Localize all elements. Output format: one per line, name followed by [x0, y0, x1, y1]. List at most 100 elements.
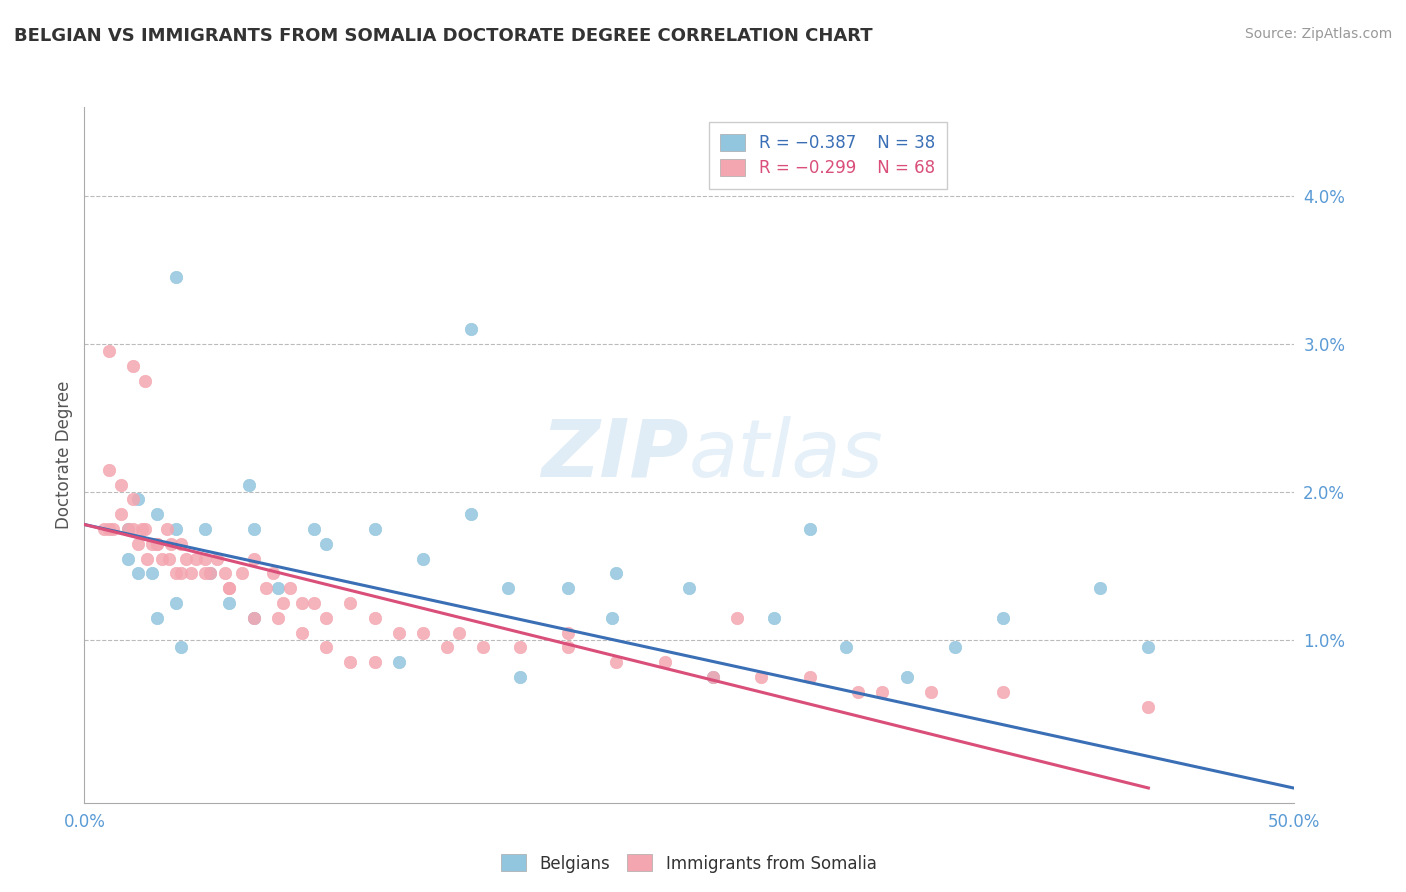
- Point: [231, 566, 253, 581]
- Point: [97, 463, 120, 477]
- Point: [97, 522, 120, 536]
- Point: [271, 596, 294, 610]
- Point: [262, 566, 284, 581]
- Point: [127, 492, 149, 507]
- Point: [194, 522, 217, 536]
- Point: [157, 551, 180, 566]
- Point: [1137, 699, 1160, 714]
- Point: [150, 551, 173, 566]
- Point: [509, 640, 531, 655]
- Point: [155, 522, 177, 536]
- Text: ZIP: ZIP: [541, 416, 689, 494]
- Point: [141, 566, 163, 581]
- Point: [605, 655, 627, 669]
- Point: [725, 611, 748, 625]
- Point: [194, 551, 217, 566]
- Point: [339, 655, 361, 669]
- Point: [165, 522, 187, 536]
- Point: [302, 596, 325, 610]
- Point: [702, 670, 724, 684]
- Point: [121, 492, 143, 507]
- Point: [117, 522, 139, 536]
- Point: [146, 611, 169, 625]
- Point: [1137, 640, 1160, 655]
- Point: [762, 611, 785, 625]
- Point: [165, 596, 187, 610]
- Point: [605, 566, 627, 581]
- Point: [165, 270, 187, 285]
- Point: [751, 670, 773, 684]
- Point: [896, 670, 918, 684]
- Point: [678, 581, 700, 595]
- Point: [121, 522, 143, 536]
- Point: [110, 507, 132, 521]
- Point: [110, 477, 132, 491]
- Point: [460, 322, 482, 336]
- Point: [363, 611, 385, 625]
- Point: [267, 581, 290, 595]
- Point: [654, 655, 676, 669]
- Point: [557, 640, 579, 655]
- Legend: Belgians, Immigrants from Somalia: Belgians, Immigrants from Somalia: [495, 847, 883, 880]
- Point: [835, 640, 858, 655]
- Point: [170, 537, 193, 551]
- Point: [198, 566, 221, 581]
- Point: [242, 551, 264, 566]
- Point: [291, 625, 314, 640]
- Point: [267, 611, 290, 625]
- Text: BELGIAN VS IMMIGRANTS FROM SOMALIA DOCTORATE DEGREE CORRELATION CHART: BELGIAN VS IMMIGRANTS FROM SOMALIA DOCTO…: [14, 27, 873, 45]
- Point: [117, 522, 139, 536]
- Point: [872, 685, 894, 699]
- Point: [207, 551, 229, 566]
- Point: [291, 596, 314, 610]
- Point: [127, 566, 149, 581]
- Point: [180, 566, 202, 581]
- Point: [218, 581, 240, 595]
- Point: [363, 522, 385, 536]
- Point: [218, 581, 240, 595]
- Point: [242, 611, 264, 625]
- Point: [943, 640, 966, 655]
- Point: [315, 611, 337, 625]
- Point: [184, 551, 207, 566]
- Point: [412, 551, 434, 566]
- Point: [600, 611, 623, 625]
- Point: [302, 522, 325, 536]
- Point: [117, 551, 139, 566]
- Point: [799, 670, 821, 684]
- Point: [496, 581, 519, 595]
- Point: [242, 522, 264, 536]
- Point: [127, 537, 149, 551]
- Point: [238, 477, 260, 491]
- Point: [472, 640, 495, 655]
- Point: [146, 537, 169, 551]
- Point: [97, 344, 120, 359]
- Point: [278, 581, 301, 595]
- Point: [388, 625, 411, 640]
- Text: Source: ZipAtlas.com: Source: ZipAtlas.com: [1244, 27, 1392, 41]
- Point: [412, 625, 434, 640]
- Point: [218, 596, 240, 610]
- Point: [121, 359, 143, 373]
- Point: [165, 566, 187, 581]
- Point: [146, 507, 169, 521]
- Point: [846, 685, 869, 699]
- Point: [436, 640, 458, 655]
- Y-axis label: Doctorate Degree: Doctorate Degree: [55, 381, 73, 529]
- Point: [509, 670, 531, 684]
- Point: [134, 522, 156, 536]
- Point: [460, 507, 482, 521]
- Point: [339, 596, 361, 610]
- Point: [315, 537, 337, 551]
- Point: [242, 611, 264, 625]
- Point: [194, 566, 217, 581]
- Point: [702, 670, 724, 684]
- Point: [174, 551, 197, 566]
- Point: [388, 655, 411, 669]
- Point: [198, 566, 221, 581]
- Point: [993, 611, 1015, 625]
- Point: [160, 537, 183, 551]
- Point: [170, 566, 193, 581]
- Point: [799, 522, 821, 536]
- Point: [557, 625, 579, 640]
